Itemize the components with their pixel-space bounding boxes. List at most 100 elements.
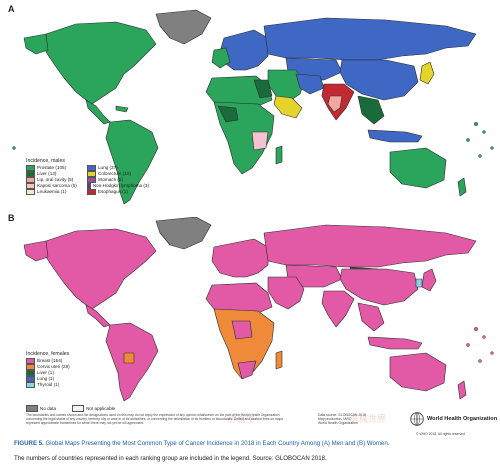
bolivia-cervix [123,352,135,364]
australia [389,352,447,392]
caribbean [115,105,129,113]
legend-swatch [87,183,91,189]
figure-caption: FIGURE 5. Global Maps Presenting the Mos… [14,440,494,448]
panel-label-a: A [8,4,15,14]
greenland [155,217,212,250]
nodata-swatch [26,405,38,412]
legend-label: Leukaemia (1) [37,189,67,194]
north-america [45,21,157,105]
world-map-females [23,217,494,402]
legend-swatch [87,189,96,195]
legend-swatch [87,165,96,171]
caption-text: Global Maps Presenting the Most Common T… [45,440,390,447]
legend-swatch [87,171,96,177]
legend-label: Lung (1) [37,376,55,381]
alaska [23,33,49,55]
legend-swatch [26,171,35,177]
who-name: World Health Organization [427,416,498,422]
alaska [23,240,49,262]
legend-item: Prostate (105) [26,165,84,171]
europe-west-prostate [211,47,231,69]
world-map-males [12,9,494,205]
north-america [45,228,157,310]
who-emblem-icon [410,412,424,426]
europe [211,238,269,278]
korea-thyroid [415,278,423,288]
indonesia [367,129,423,143]
legend-label: Thyroid (1) [37,382,60,387]
who-copyright: © WHO 2018. All rights reserved [416,432,466,436]
legend-label: Lip, oral cavity (5) [37,177,74,182]
south-america [105,119,159,205]
south-africa [237,360,257,380]
nodata-label: No data [40,406,57,411]
russia [263,224,477,268]
legend-swatch [26,370,35,376]
russia [263,17,477,61]
caption-note: The numbers of countries represented in … [14,455,327,462]
indonesia [367,336,423,350]
legend-swatch [87,177,96,183]
madagascar [275,350,283,370]
legend-males: Incidence, males Prostate (105) Lung (37)… [26,158,149,195]
legend-item: Esophagus (1) [87,189,149,195]
new-zealand [457,380,467,400]
legend-label: Prostate (105) [37,165,67,170]
east-africa-kaposi [251,131,269,151]
legend-swatch [26,177,35,183]
central-america [85,304,111,328]
madagascar [275,145,283,165]
legend-item: Leukaemia (1) [26,189,84,195]
legend-item: Lung (37) [87,165,149,171]
na-label: Not applicable [86,406,116,411]
legend-label: Esophagus (1) [98,189,128,194]
watermark-right: 医械世界 [350,414,387,424]
new-zealand [457,177,467,197]
na-swatch [72,405,85,412]
source-line-1: Data source: GLOBOCAN 2018 [318,413,366,417]
legend-females: Incidence, females Breast (154) Cervix ut… [26,351,84,388]
legend-item: Colorectum (10) [87,171,149,177]
legend-swatch [26,165,35,171]
japan [421,268,437,292]
legend-item: Stomach (5) [87,177,149,183]
legend-label: Kaposi sarcoma (5) [37,183,77,188]
legend-item: Lip, oral cavity (5) [26,177,84,183]
middle-east [267,276,305,310]
africa-breast-patch [231,320,253,340]
west-africa-liver [217,105,239,123]
china [339,268,419,306]
legend-label: Non-Hodgkin lymphoma (3) [92,183,149,188]
se-asia [357,302,385,332]
china [339,59,419,101]
legend-swatch [26,382,35,388]
legend-item: Cervix uteri (28) [26,364,84,370]
panel-label-b: B [8,213,15,223]
legend-label: Cervix uteri (28) [37,364,70,369]
legend-swatch [26,376,35,382]
legend-males-title: Incidence, males [26,158,65,164]
central-america [85,99,111,125]
source-line-3: World Health Organization [318,421,358,426]
legend-label: Liver (1) [37,370,54,375]
arabia [273,95,303,119]
data-source: Data source: GLOBOCAN 2018 Map productio… [318,413,406,425]
legend-item: Thyroid (1) [26,382,84,388]
legend-label: Stomach (5) [98,177,124,182]
legend-label: Lung (37) [98,165,118,170]
egypt [253,79,273,99]
legend-swatch [26,189,35,195]
legend-label: Breast (154) [37,358,63,363]
legend-item: Breast (154) [26,358,84,364]
legend-item: Non-Hodgkin lymphoma (3) [87,183,149,189]
australia [389,147,447,189]
source-line-2: Map production: IARC [318,417,352,422]
legend-label: Colorectum (10) [98,171,131,176]
se-asia [357,95,385,125]
japan [419,61,435,85]
legend-swatch [26,364,35,370]
who-logo: World Health Organization [410,412,497,426]
india [321,290,355,328]
nodata-legend: No data Not applicable [26,405,115,412]
legend-swatch [26,358,35,364]
